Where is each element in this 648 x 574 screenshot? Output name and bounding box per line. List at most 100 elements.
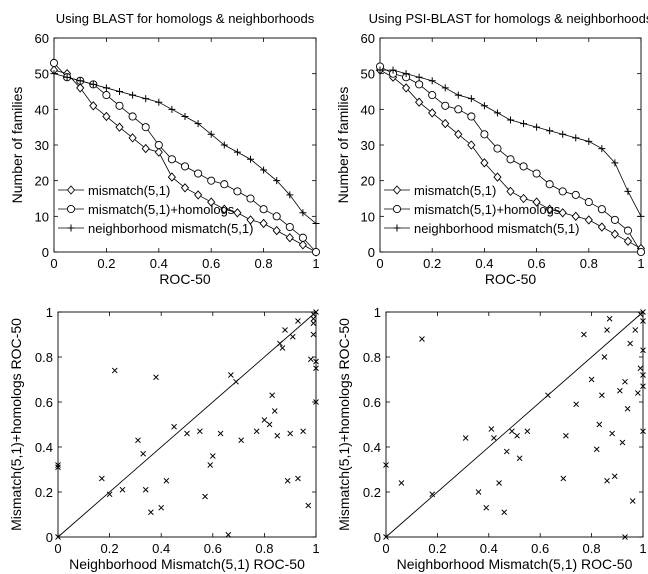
- data-point: [402, 83, 411, 93]
- data-point: [298, 233, 307, 242]
- legend-label: neighborhood mismatch(5,1): [414, 221, 579, 236]
- data-point: [506, 186, 515, 197]
- x-tick-label: 0.8: [580, 256, 598, 271]
- x-tick-label: 0.4: [152, 541, 170, 556]
- data-point: [135, 437, 141, 444]
- data-point: [624, 187, 632, 195]
- data-point: [102, 111, 111, 122]
- data-point: [102, 84, 110, 92]
- data-point: [89, 101, 98, 111]
- data-point: [560, 475, 567, 482]
- data-point: [606, 315, 613, 322]
- data-point: [269, 392, 275, 399]
- data-point: [63, 73, 71, 81]
- data-point: [624, 405, 631, 412]
- data-point: [480, 158, 489, 168]
- data-point: [604, 327, 610, 333]
- x-tick-label: 0: [54, 541, 61, 556]
- data-point: [273, 177, 281, 185]
- data-point: [619, 439, 626, 446]
- data-point: [640, 383, 646, 390]
- data-point: [623, 236, 633, 246]
- data-point: [429, 491, 436, 498]
- data-point: [225, 531, 232, 538]
- data-point: [415, 80, 424, 89]
- data-point: [493, 172, 502, 182]
- data-point: [260, 166, 268, 174]
- data-point: [601, 354, 608, 360]
- data-point: [194, 190, 203, 200]
- data-point: [383, 462, 389, 468]
- data-point: [285, 233, 294, 243]
- data-point: [261, 417, 268, 423]
- data-point: [246, 194, 255, 203]
- x-tick-label: 0.6: [531, 541, 549, 556]
- data-point: [310, 315, 317, 322]
- data-point: [115, 122, 124, 132]
- data-point: [217, 430, 224, 437]
- data-point: [597, 205, 606, 214]
- data-point: [419, 336, 425, 342]
- legend-marker: [66, 204, 76, 214]
- y-tick-label: 1: [46, 305, 53, 320]
- data-point: [532, 169, 541, 178]
- data-point: [571, 211, 580, 222]
- legend-marker: [392, 185, 402, 195]
- data-point: [197, 428, 203, 435]
- data-point: [308, 356, 314, 363]
- y-axis-label: Mismatch(5,1)+homologs ROC-50: [8, 318, 24, 531]
- data-point: [171, 423, 177, 430]
- data-point: [493, 144, 502, 153]
- data-point: [503, 448, 510, 455]
- data-point: [640, 428, 646, 435]
- data-point: [611, 473, 618, 480]
- data-point: [228, 372, 234, 378]
- data-point: [475, 489, 482, 495]
- data-point: [467, 95, 475, 103]
- data-point: [311, 247, 321, 257]
- data-point: [305, 502, 312, 509]
- data-point: [286, 191, 294, 199]
- data-point: [623, 226, 633, 235]
- data-point: [622, 534, 628, 540]
- data-point: [558, 187, 567, 196]
- y-tick-label: 10: [361, 209, 375, 224]
- data-point: [598, 145, 606, 153]
- data-point: [571, 190, 580, 199]
- data-point: [153, 374, 159, 381]
- data-point: [483, 504, 490, 511]
- data-point: [493, 109, 501, 117]
- data-point: [428, 91, 437, 100]
- data-point: [507, 116, 514, 124]
- data-point: [572, 134, 580, 142]
- data-point: [610, 215, 619, 224]
- chart-title: Using PSI-BLAST for homologs & neighborh…: [369, 11, 648, 26]
- scatter-points: [383, 309, 646, 540]
- y-tick-label: 0.8: [363, 350, 381, 365]
- data-point: [610, 229, 619, 239]
- x-tick-label: 1: [637, 256, 644, 271]
- y-tick-label: 30: [35, 138, 49, 153]
- data-point: [154, 147, 163, 157]
- data-point: [298, 240, 307, 250]
- data-point: [573, 401, 579, 408]
- x-tick-label: 0.2: [428, 541, 446, 556]
- data-point: [313, 309, 319, 315]
- data-point: [519, 193, 528, 204]
- data-point: [313, 365, 319, 372]
- data-point: [637, 365, 644, 372]
- data-point: [524, 428, 531, 435]
- data-point: [520, 120, 528, 128]
- x-tick-label: 0.2: [101, 541, 119, 556]
- data-point: [142, 95, 150, 103]
- data-point: [129, 91, 137, 99]
- x-axis-label: Neighborhood Mismatch(5,1) ROC-50: [397, 556, 633, 572]
- chart-title: Using BLAST for homologs & neighborhoods: [56, 11, 315, 26]
- y-tick-label: 0.4: [35, 440, 53, 455]
- series-mismatch-5-1-: [375, 65, 646, 254]
- data-point: [462, 435, 469, 441]
- data-point: [546, 127, 554, 135]
- y-tick-label: 0.6: [363, 395, 381, 410]
- data-point: [398, 480, 405, 486]
- data-point: [259, 218, 268, 229]
